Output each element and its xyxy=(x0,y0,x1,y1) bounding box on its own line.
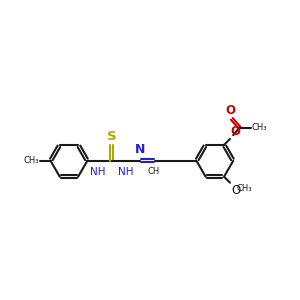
Text: CH₃: CH₃ xyxy=(252,123,267,132)
Text: N: N xyxy=(134,143,145,156)
Text: CH₃: CH₃ xyxy=(237,184,252,193)
Text: O: O xyxy=(230,125,240,138)
Text: S: S xyxy=(107,130,116,143)
Text: O: O xyxy=(226,104,236,117)
Text: NH: NH xyxy=(118,167,134,177)
Text: NH: NH xyxy=(90,167,106,177)
Text: O: O xyxy=(231,184,240,197)
Text: CH₃: CH₃ xyxy=(24,156,39,165)
Text: CH: CH xyxy=(147,167,159,176)
